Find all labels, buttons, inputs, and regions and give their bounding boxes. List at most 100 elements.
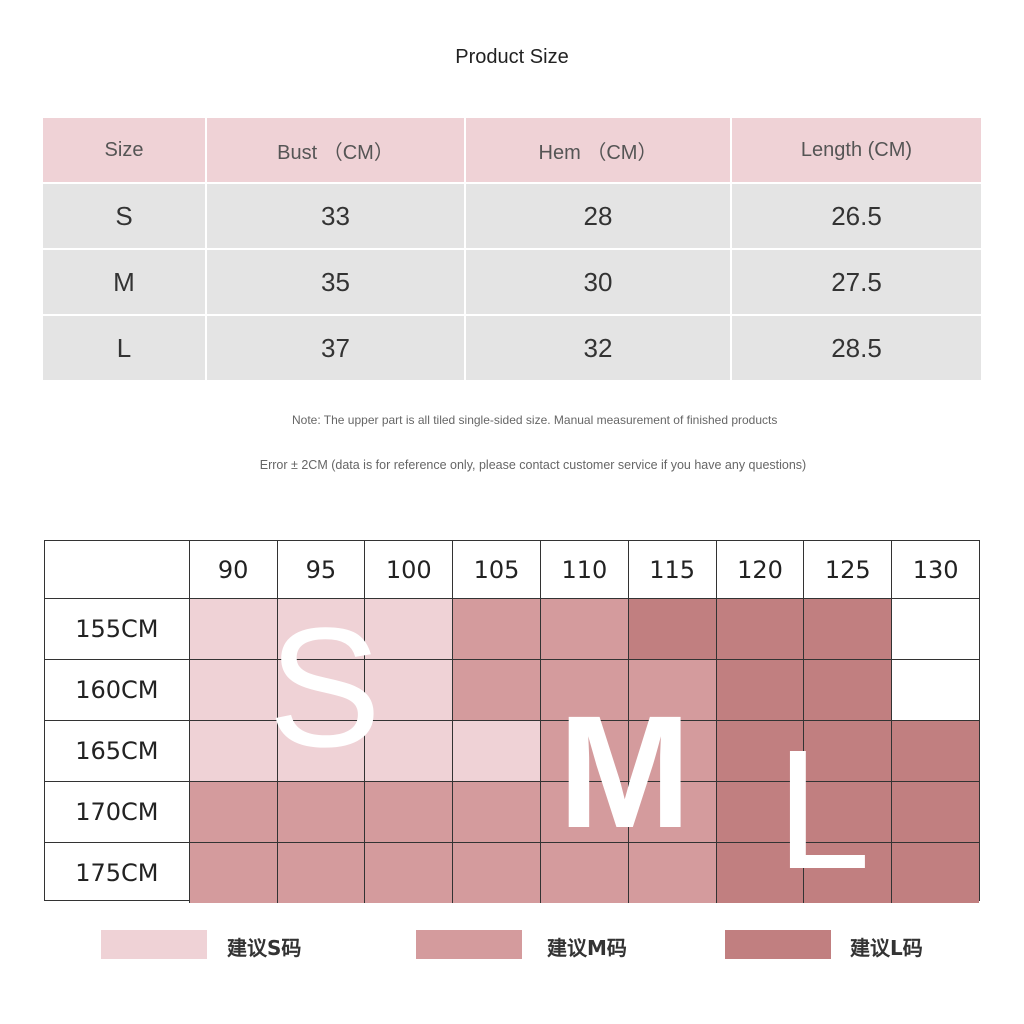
size-cell: L — [43, 316, 207, 380]
size-cell: M — [43, 250, 207, 314]
table-row: L 37 32 28.5 — [43, 316, 981, 380]
grid-cell-l — [891, 843, 979, 903]
height-label: 155CM — [75, 615, 159, 643]
grid-row: 175CM — [45, 842, 979, 903]
grid-cell-m — [364, 782, 453, 842]
table-row: S 33 28 26.5 — [43, 184, 981, 248]
grid-cell-l — [715, 599, 804, 659]
grid-cell-m — [539, 660, 628, 720]
grid-cell-m — [452, 660, 540, 720]
grid-row: 170CM — [45, 781, 979, 842]
grid-cell-l — [715, 782, 804, 842]
height-label: 170CM — [75, 798, 159, 826]
grid-cell-l — [803, 599, 892, 659]
grid-cell-l — [627, 599, 716, 659]
big-letter-l: L — [776, 715, 871, 905]
grid-cell-m — [452, 843, 540, 903]
grid-cell-s — [452, 721, 540, 781]
grid-cell-s — [188, 721, 277, 781]
grid-cell-l — [715, 660, 804, 720]
legend-label-s: 建议S码 — [227, 936, 302, 960]
note-measurement: Note: The upper part is all tiled single… — [292, 413, 778, 427]
grid-cell-m — [627, 721, 716, 781]
height-label: 165CM — [75, 737, 159, 765]
grid-cell-s — [364, 660, 453, 720]
grid-cell-none — [891, 599, 979, 659]
grid-cell-m — [452, 599, 540, 659]
grid-header-row: 90 95 100 105 110 115 120 125 130 — [45, 541, 979, 598]
hem-cell: 32 — [466, 316, 732, 380]
hem-cell: 30 — [466, 250, 732, 314]
grid-cell-m — [539, 599, 628, 659]
grid-cell-m — [452, 782, 540, 842]
bust-cell: 35 — [207, 250, 466, 314]
weight-header: 120 — [715, 541, 804, 598]
header-length: Length (CM) — [800, 138, 913, 161]
grid-cell-s — [188, 660, 277, 720]
size-table: Size Bust （CM） Hem （CM） Length (CM) S 33… — [43, 118, 981, 382]
legend-swatch-m — [416, 930, 522, 959]
size-cell: S — [43, 184, 207, 248]
grid-cell-m — [539, 721, 628, 781]
size-recommendation-grid: 90 95 100 105 110 115 120 125 130 155CM 1… — [44, 540, 980, 903]
grid-cell-s — [276, 599, 365, 659]
header-hem: Hem （CM） — [466, 118, 732, 182]
header-bust: Bust （CM） — [207, 118, 466, 182]
grid-cell-m — [627, 660, 716, 720]
grid-cell-l — [803, 660, 892, 720]
weight-header: 95 — [276, 541, 365, 598]
grid-cell-l — [715, 721, 804, 781]
grid-cell-l — [803, 843, 892, 903]
grid-cell-s — [188, 599, 277, 659]
grid-cell-m — [188, 782, 277, 842]
legend-label-l: 建议L码 — [850, 936, 923, 960]
size-table-header: Size Bust （CM） Hem （CM） Length (CM) — [43, 118, 981, 182]
header-size: Size — [43, 118, 207, 182]
weight-header: 115 — [627, 541, 716, 598]
grid-cell-l — [891, 721, 979, 781]
grid-cell-l — [891, 782, 979, 842]
weight-header: 105 — [452, 541, 540, 598]
grid-cell-s — [276, 660, 365, 720]
grid-cell-s — [364, 721, 453, 781]
grid-cell-s — [276, 721, 365, 781]
grid-corner — [45, 541, 189, 598]
length-cell: 27.5 — [831, 266, 882, 297]
length-cell: 28.5 — [831, 332, 882, 363]
height-label: 160CM — [75, 676, 159, 704]
page-title: Product Size — [455, 46, 569, 68]
weight-header: 90 — [188, 541, 277, 598]
grid-cell-m — [276, 843, 365, 903]
grid-row: 160CM — [45, 659, 979, 720]
weight-header: 100 — [364, 541, 452, 598]
grid-cell-none — [891, 660, 979, 720]
grid-row: 165CM — [45, 720, 979, 781]
grid-cell-m — [539, 843, 628, 903]
bust-cell: 33 — [207, 184, 466, 248]
legend: 建议S码 建议M码 建议L码 — [0, 930, 1024, 960]
table-row: M 35 30 27.5 — [43, 250, 981, 314]
big-letter-m: M — [558, 682, 692, 861]
grid-cell-m — [539, 782, 628, 842]
legend-swatch-l — [725, 930, 831, 959]
grid-cell-l — [715, 843, 804, 903]
grid-cell-m — [364, 843, 453, 903]
legend-swatch-s — [101, 930, 207, 959]
note-error: Error ± 2CM (data is for reference only,… — [259, 458, 807, 472]
grid-cell-l — [803, 782, 892, 842]
grid-cell-m — [627, 782, 716, 842]
length-cell: 26.5 — [831, 200, 882, 231]
weight-header: 125 — [803, 541, 891, 598]
hem-cell: 28 — [466, 184, 732, 248]
grid-row: 155CM — [45, 598, 979, 659]
grid-cell-m — [276, 782, 365, 842]
weight-header: 110 — [539, 541, 628, 598]
weight-header: 130 — [891, 541, 979, 598]
grid-cell-l — [803, 721, 892, 781]
grid-cell-m — [627, 843, 716, 903]
big-letter-s: S — [268, 593, 382, 783]
grid-cell-s — [364, 599, 453, 659]
height-label: 175CM — [75, 859, 159, 887]
grid-cell-m — [188, 843, 277, 903]
legend-label-m: 建议M码 — [547, 936, 627, 960]
